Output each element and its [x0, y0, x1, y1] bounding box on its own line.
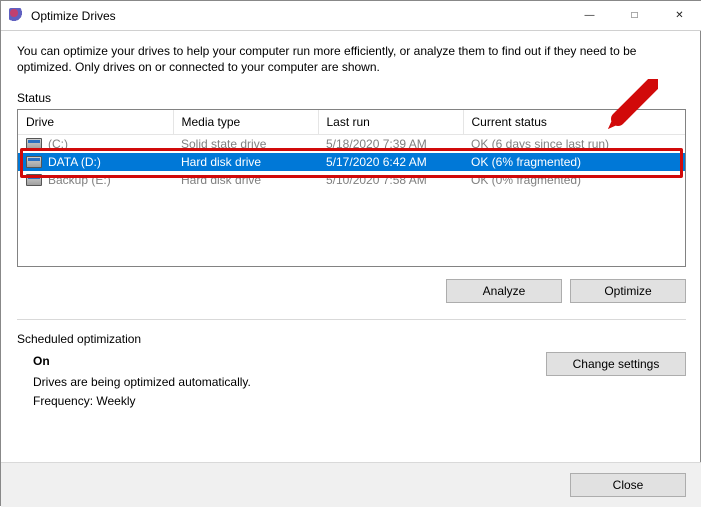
col-drive[interactable]: Drive — [18, 110, 173, 135]
col-last[interactable]: Last run — [318, 110, 463, 135]
cell-drive: Backup (E:) — [18, 171, 173, 189]
drives-table-container: Drive Media type Last run Current status… — [17, 109, 686, 267]
cell-status: OK (6% fragmented) — [463, 153, 685, 171]
drives-table: Drive Media type Last run Current status… — [18, 110, 685, 189]
cell-last: 5/18/2020 7:39 AM — [318, 135, 463, 154]
intro-text: You can optimize your drives to help you… — [17, 43, 686, 75]
cell-drive: (C:) — [18, 135, 173, 154]
scheduled-freq: Frequency: Weekly — [33, 392, 251, 411]
footer: Close — [1, 462, 701, 507]
optimize-button[interactable]: Optimize — [570, 279, 686, 303]
drive-icon — [26, 174, 42, 186]
table-row[interactable]: (C:) Solid state drive5/18/2020 7:39 AMOK… — [18, 135, 685, 154]
col-status[interactable]: Current status — [463, 110, 685, 135]
cell-drive: DATA (D:) — [18, 153, 173, 171]
cell-status: OK (6 days since last run) — [463, 135, 685, 154]
cell-media: Hard disk drive — [173, 153, 318, 171]
app-icon — [9, 8, 25, 24]
scheduled-label: Scheduled optimization — [17, 332, 686, 346]
drive-label: Backup (E:) — [48, 173, 111, 187]
table-row[interactable]: DATA (D:) Hard disk drive5/17/2020 6:42 A… — [18, 153, 685, 171]
cell-media: Solid state drive — [173, 135, 318, 154]
drive-icon — [26, 156, 42, 168]
separator — [17, 319, 686, 320]
cell-media: Hard disk drive — [173, 171, 318, 189]
close-window-button[interactable]: ✕ — [657, 1, 701, 31]
cell-last: 5/17/2020 6:42 AM — [318, 153, 463, 171]
window-title: Optimize Drives — [31, 9, 567, 23]
analyze-button[interactable]: Analyze — [446, 279, 562, 303]
close-button[interactable]: Close — [570, 473, 686, 497]
drive-label: DATA (D:) — [48, 155, 101, 169]
cell-last: 5/10/2020 7:58 AM — [318, 171, 463, 189]
table-row[interactable]: Backup (E:) Hard disk drive5/10/2020 7:58… — [18, 171, 685, 189]
maximize-button[interactable]: □ — [612, 1, 657, 31]
drive-label: (C:) — [48, 137, 68, 151]
titlebar[interactable]: Optimize Drives — □ ✕ — [1, 1, 701, 31]
minimize-button[interactable]: — — [567, 1, 612, 31]
scheduled-on: On — [33, 352, 251, 371]
status-label: Status — [17, 91, 686, 105]
change-settings-button[interactable]: Change settings — [546, 352, 686, 376]
drive-icon — [26, 138, 42, 150]
scheduled-desc: Drives are being optimized automatically… — [33, 373, 251, 392]
cell-status: OK (0% fragmented) — [463, 171, 685, 189]
col-media[interactable]: Media type — [173, 110, 318, 135]
